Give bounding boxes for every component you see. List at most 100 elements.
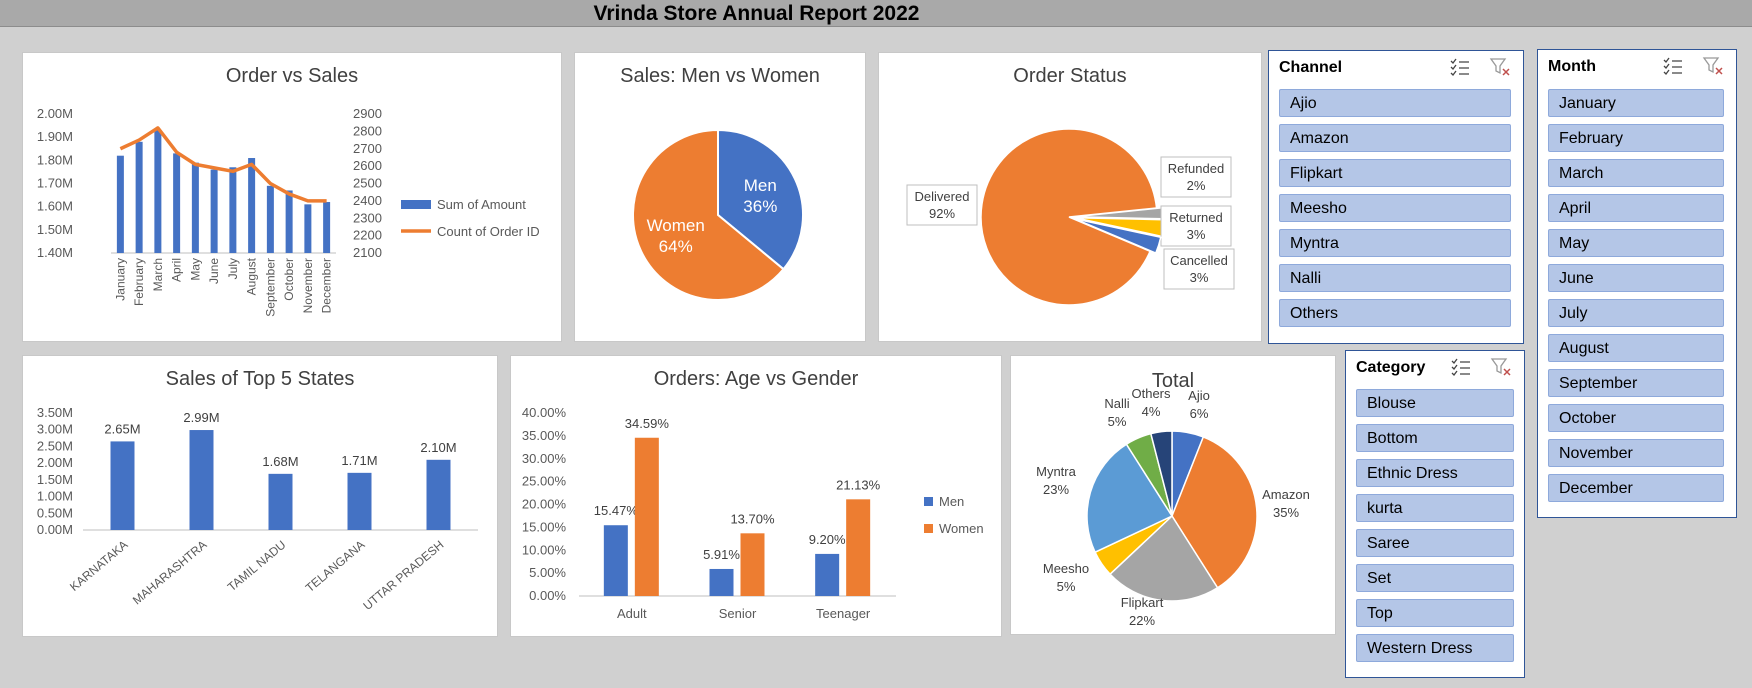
y-tick-label: 0.00M [37,522,73,537]
callout-percent: 3% [1190,270,1209,285]
bar-sum-of-amount [304,204,312,253]
bar-sum-of-amount [154,130,162,253]
y-tick-label: 0.50M [37,505,73,520]
y-tick-label: 1.00M [37,489,73,504]
bar-men [815,553,840,596]
callout-name: Refunded [1168,161,1224,176]
bar-women [634,437,659,596]
slicer-item-western-dress[interactable]: Western Dress [1356,634,1514,662]
bar-men [603,525,628,596]
slicer-item-amazon[interactable]: Amazon [1279,124,1511,152]
x-tick-label: Adult [617,606,647,621]
bar-data-label: 5.91% [703,547,740,562]
slice-name-label: Others [1131,386,1171,401]
slicer-item-saree[interactable]: Saree [1356,529,1514,557]
chart-age-vs-gender[interactable]: Orders: Age vs Gender 40.00% 35.00% 30.00%… [510,355,1002,637]
slicer-item-ethnic-dress[interactable]: Ethnic Dress [1356,459,1514,487]
slice-percent-label: 36% [743,197,777,216]
slicer-item-november[interactable]: November [1548,439,1724,467]
y-tick-label: 3.00M [37,422,73,437]
slicer-item-meesho[interactable]: Meesho [1279,194,1511,222]
x-tick-label: UTTAR PRADESH [360,538,446,613]
y-left-tick-label: 1.80M [37,152,73,167]
multi-select-icon[interactable] [1662,56,1684,76]
multi-select-icon[interactable] [1450,357,1472,377]
slicer-title: Channel [1279,59,1343,76]
callout-name: Returned [1169,210,1222,225]
clear-filter-icon[interactable] [1702,56,1724,76]
slicer-item-december[interactable]: December [1548,474,1724,502]
slicer-item-myntra[interactable]: Myntra [1279,229,1511,257]
slicer-month: Month January February March April May June Ju… [1537,49,1737,518]
pie-slice-amazon [1171,435,1258,589]
slicer-item-march[interactable]: March [1548,159,1724,187]
clear-filter-icon[interactable] [1490,357,1512,377]
slicer-item-february[interactable]: February [1548,124,1724,152]
x-tick-label: TELANGANA [303,538,368,595]
slicer-title: Category [1356,359,1426,376]
y-left-tick-label: 1.50M [37,222,73,237]
bar-state [189,430,214,530]
slicer-item-october[interactable]: October [1548,404,1724,432]
y-left-tick-label: 1.90M [37,129,73,144]
slice-percent-label: 6% [1190,406,1209,421]
bar-men [709,568,734,596]
chart-order-status[interactable]: Order Status Delivered 92% Refunded 2% Retur… [878,52,1262,342]
line-count-of-order-id [119,126,327,203]
x-tick-label: Teenager [816,606,871,621]
bar-data-label: 9.20% [809,532,846,547]
pie-slice-myntra [1086,443,1174,554]
y-left-tick-label: 1.60M [37,199,73,214]
bar-women [846,499,871,596]
slicer-item-top[interactable]: Top [1356,599,1514,627]
bar-data-label: 2.99M [183,410,219,425]
y-right-tick-label: 2300 [353,210,382,225]
x-tick-label: Senior [719,606,757,621]
x-tick-label: February [132,258,146,306]
slicer-item-flipkart[interactable]: Flipkart [1279,159,1511,187]
chart-title: Total [1151,370,1195,392]
multi-select-icon[interactable] [1449,57,1471,77]
chart-sales-men-women[interactable]: Sales: Men vs Women Men 36% Women 64% [574,52,866,342]
slicer-item-july[interactable]: July [1548,299,1724,327]
slicer-item-june[interactable]: June [1548,264,1724,292]
slicer-item-august[interactable]: August [1548,334,1724,362]
slicer-title: Month [1548,58,1596,75]
slicer-item-may[interactable]: May [1548,229,1724,257]
slicer-item-blouse[interactable]: Blouse [1356,389,1514,417]
y-tick-label: 5.00% [529,565,566,580]
callout-name: Cancelled [1170,253,1228,268]
slice-name-label: Meesho [1043,561,1089,576]
legend-swatch-men [924,497,933,506]
x-tick-label: TAMIL NADU [225,538,289,595]
bar-state [426,459,451,530]
bar-data-label: 2.65M [104,421,140,436]
slicer-item-kurta[interactable]: kurta [1356,494,1514,522]
bar-sum-of-amount [135,141,143,253]
slicer-item-ajio[interactable]: Ajio [1279,89,1511,117]
pie-slice-others [1149,430,1173,517]
pie-slice-delivered [980,128,1158,306]
clear-filter-icon[interactable] [1489,57,1511,77]
chart-order-vs-sales[interactable]: Order vs Sales 2.00M 1.90M 1.80M 1.70M 1.60M… [22,52,562,342]
x-tick-label: November [301,258,315,313]
slicer-item-september[interactable]: September [1548,369,1724,397]
bar-state [110,441,135,530]
slicer-item-nalli[interactable]: Nalli [1279,264,1511,292]
slicer-item-set[interactable]: Set [1356,564,1514,592]
slicer-item-january[interactable]: January [1548,89,1724,117]
slice-name-label: Nalli [1104,396,1129,411]
slicer-channel: Channel Ajio Amazon Flipkart Meesho Myntra Na… [1268,50,1524,344]
y-tick-label: 1.50M [37,472,73,487]
x-tick-label: April [170,258,184,282]
y-tick-label: 25.00% [522,474,567,489]
callout-percent: 3% [1187,227,1206,242]
slicer-item-others[interactable]: Others [1279,299,1511,327]
x-tick-label: August [245,257,259,295]
order-status-pie: Delivered 92% Refunded 2% Returned 3% Cancelle… [906,128,1235,306]
slicer-item-bottom[interactable]: Bottom [1356,424,1514,452]
slicer-item-april[interactable]: April [1548,194,1724,222]
chart-top5-states[interactable]: Sales of Top 5 States 3.50M 3.00M 2.50M 2.0… [22,355,498,637]
bar-women [740,533,765,596]
chart-channel-total[interactable]: Total Ajio 6% Amazon 35% Flipkart 22% Meesho 5%… [1010,355,1336,635]
